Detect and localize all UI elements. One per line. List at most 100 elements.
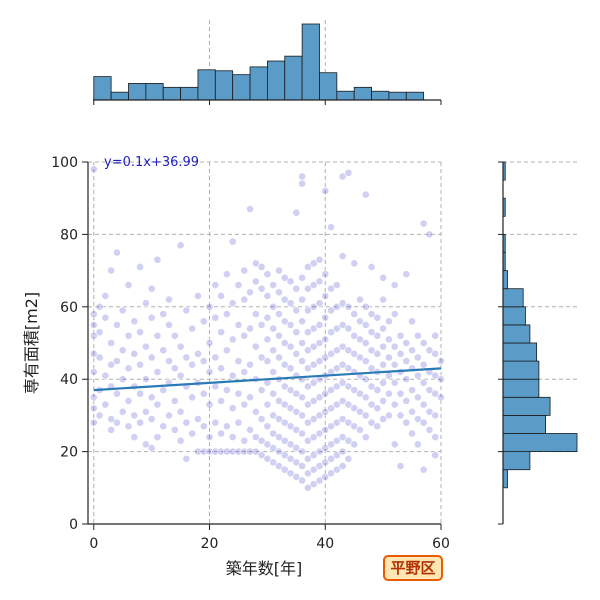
data-point — [321, 458, 330, 467]
data-point — [309, 480, 318, 489]
data-point — [321, 187, 330, 195]
data-point — [165, 320, 173, 329]
data-point — [89, 310, 98, 318]
data-point — [402, 357, 411, 365]
data-point — [153, 331, 162, 340]
data-point — [356, 425, 364, 434]
data-point — [246, 288, 254, 297]
data-point — [89, 404, 98, 413]
y-tick-label: 0 — [69, 517, 78, 533]
data-point — [275, 288, 283, 297]
data-point — [419, 465, 428, 474]
data-point — [286, 386, 295, 394]
data-point — [269, 458, 278, 467]
data-point — [431, 349, 440, 358]
data-point — [228, 433, 237, 442]
data-point — [257, 386, 266, 394]
data-point — [338, 360, 347, 369]
data-point — [396, 331, 405, 340]
data-point — [344, 382, 353, 391]
data-point — [338, 462, 347, 470]
data-point — [298, 357, 307, 365]
top-hist-bar — [336, 90, 355, 101]
data-point — [304, 454, 312, 463]
data-point — [309, 342, 318, 351]
right-hist-bar — [502, 396, 551, 416]
data-point — [315, 462, 324, 470]
data-point — [205, 368, 214, 376]
data-point — [298, 179, 307, 188]
data-point — [107, 415, 116, 423]
data-point — [385, 371, 393, 380]
data-point — [338, 433, 347, 442]
top-hist-bar — [405, 91, 425, 101]
data-point — [361, 411, 370, 420]
data-point — [315, 339, 324, 347]
data-point — [350, 386, 359, 394]
data-point — [269, 302, 278, 311]
data-point — [344, 364, 353, 373]
data-point — [292, 389, 301, 398]
data-point — [327, 440, 335, 449]
data-point — [275, 353, 283, 362]
data-point — [170, 331, 179, 340]
right-hist-bar — [502, 378, 540, 398]
data-point — [113, 389, 121, 398]
top-hist-bar — [180, 86, 199, 101]
data-point — [113, 248, 121, 257]
data-point — [327, 422, 335, 431]
data-point — [425, 230, 434, 239]
data-point — [361, 302, 370, 311]
data-point — [246, 324, 254, 333]
data-point — [257, 353, 266, 362]
data-point — [269, 411, 278, 420]
data-point — [298, 476, 307, 485]
data-point — [304, 469, 312, 478]
data-point — [124, 422, 133, 431]
data-point — [413, 331, 422, 340]
data-point — [350, 331, 359, 340]
data-point — [141, 407, 150, 416]
data-point — [332, 346, 341, 355]
data-point — [344, 400, 353, 409]
data-point — [419, 339, 428, 347]
data-point — [350, 404, 359, 413]
data-point — [107, 266, 116, 275]
data-point — [413, 440, 422, 449]
data-point — [263, 422, 272, 431]
data-point — [251, 277, 260, 286]
data-point — [431, 411, 440, 420]
data-point — [419, 400, 428, 409]
data-point — [263, 400, 272, 409]
data-point — [385, 389, 393, 398]
data-point — [182, 454, 191, 463]
data-point — [211, 281, 220, 289]
data-point — [222, 447, 231, 456]
data-point — [286, 422, 295, 431]
data-point — [385, 353, 393, 362]
data-point — [385, 335, 393, 344]
data-point — [350, 440, 359, 449]
data-point — [263, 357, 272, 365]
y-tick-label: 40 — [60, 372, 78, 388]
data-point — [246, 205, 254, 213]
data-point — [159, 422, 168, 431]
data-point — [275, 415, 283, 423]
data-point — [367, 263, 376, 271]
data-point — [234, 320, 243, 329]
data-point — [240, 400, 249, 409]
top-histogram — [93, 20, 442, 105]
data-point — [390, 310, 399, 318]
data-point — [286, 404, 295, 413]
data-point — [205, 433, 214, 442]
x-axis-title: 築年数[年] — [226, 559, 303, 578]
data-point — [315, 299, 324, 308]
data-point — [292, 444, 301, 452]
data-point — [390, 342, 399, 351]
data-point — [257, 284, 266, 293]
data-point — [280, 451, 289, 460]
right-hist-bar — [502, 342, 538, 362]
data-point — [425, 425, 434, 434]
data-point — [327, 404, 335, 413]
